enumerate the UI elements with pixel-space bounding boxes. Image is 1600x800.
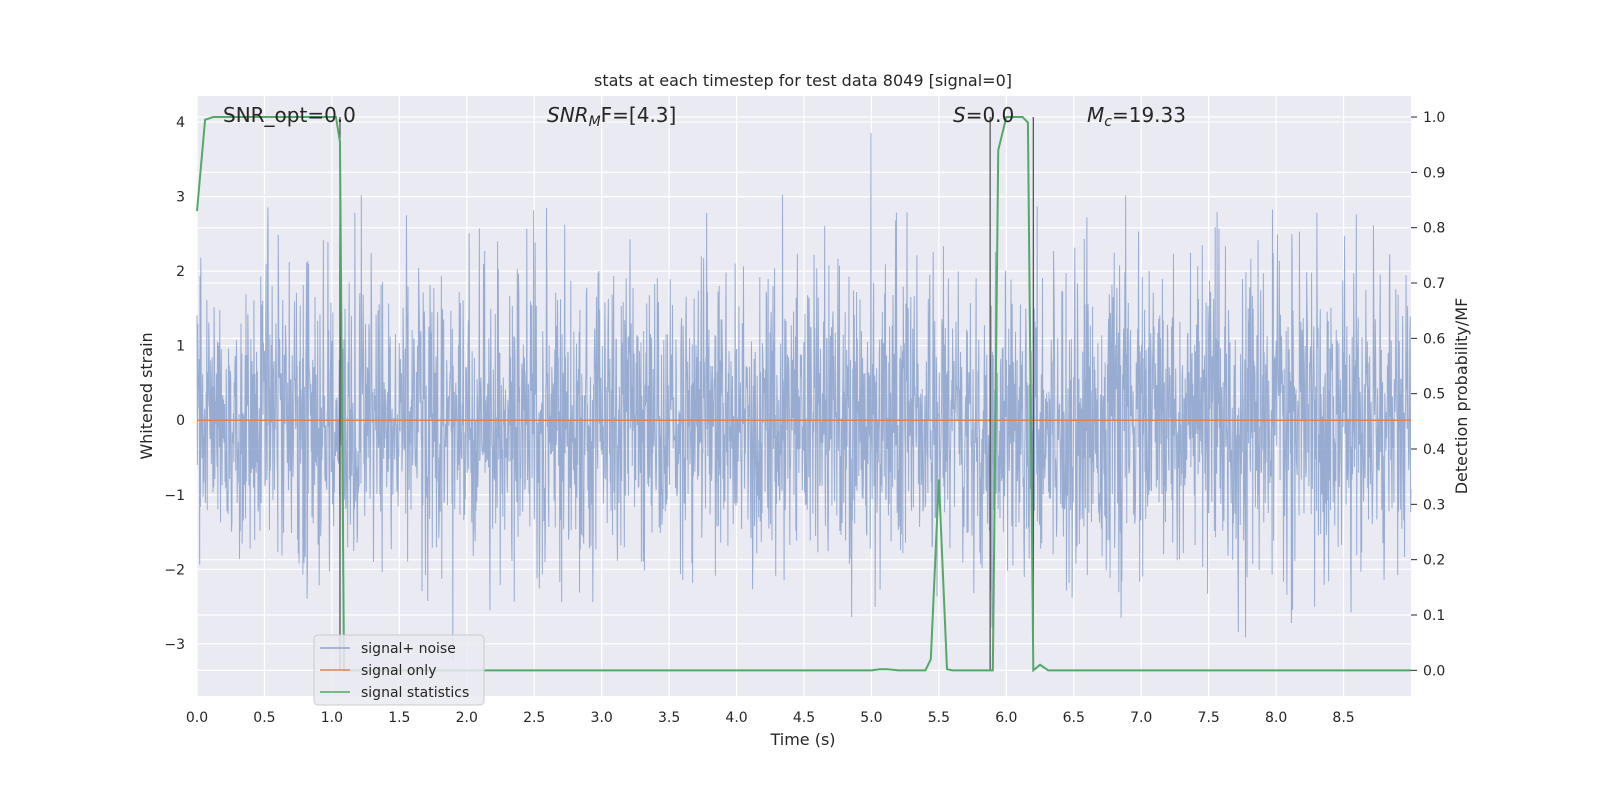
x-tick-label: 8.5 — [1332, 710, 1354, 726]
y2-tick-label: 0.7 — [1423, 276, 1445, 292]
x-tick-label: 3.5 — [658, 710, 680, 726]
x-tick-label: 5.5 — [928, 710, 950, 726]
signal-noise-series — [196, 132, 1412, 660]
x-tick-label: 4.0 — [725, 710, 747, 726]
y2-tick-label: 0.9 — [1423, 165, 1445, 181]
x-tick-label: 6.5 — [1063, 710, 1085, 726]
y-tick-label: 3 — [176, 190, 185, 206]
legend-label-signal-statistics: signal statistics — [361, 685, 469, 701]
annotation-snr-mf: SNRMF=[4.3] — [547, 103, 676, 130]
y-tick-label: −3 — [164, 637, 185, 653]
y2-tick-label: 0.4 — [1423, 442, 1445, 458]
x-axis-ticks: 0.0 0.5 1.0 1.5 2.0 2.5 3.0 3.5 4.0 4.5 5.0 5.5 6.0 6… — [186, 710, 1355, 726]
y2-tick-label: 0.6 — [1423, 331, 1445, 347]
y-tick-label: 0 — [176, 413, 185, 429]
y2-tick-label: 0.5 — [1423, 387, 1445, 403]
x-tick-label: 6.0 — [995, 710, 1017, 726]
legend-label-signal-only: signal only — [361, 663, 436, 679]
x-tick-label: 0.0 — [186, 710, 208, 726]
x-tick-label: 2.5 — [523, 710, 545, 726]
signal-noise-line — [196, 132, 1412, 660]
y2-tick-label: 1.0 — [1423, 110, 1445, 126]
y-tick-label: −1 — [164, 488, 185, 504]
x-tick-label: 2.0 — [456, 710, 478, 726]
legend: signal+ noise signal only signal statist… — [313, 634, 485, 706]
legend-label-signal-noise: signal+ noise — [361, 641, 456, 657]
y2-tick-label: 0.1 — [1423, 608, 1445, 624]
chart-title: stats at each timestep for test data 804… — [594, 71, 1012, 90]
annotation-snr-opt: SNR_opt=0.0 — [223, 103, 356, 127]
legend-box — [313, 634, 485, 706]
x-tick-label: 5.0 — [860, 710, 882, 726]
x-tick-label: 8.0 — [1265, 710, 1287, 726]
right-y-axis-ticks: 1.0 0.9 0.8 0.7 0.6 0.5 0.4 0.3 0.2 0.1 0.0 — [1411, 110, 1445, 679]
x-tick-label: 3.0 — [591, 710, 613, 726]
left-y-axis-ticks: 4 3 2 1 0 −1 −2 −3 — [164, 115, 185, 653]
y-axis-label: Whitened strain — [137, 332, 156, 459]
x-tick-label: 1.5 — [388, 710, 410, 726]
y2-tick-label: 0.3 — [1423, 497, 1445, 513]
annotation-s: S=0.0 — [953, 103, 1014, 127]
y2-tick-label: 0.8 — [1423, 221, 1445, 237]
y-tick-label: 2 — [176, 264, 185, 280]
y2-tick-label: 0.0 — [1423, 663, 1445, 679]
x-tick-label: 4.5 — [793, 710, 815, 726]
x-tick-label: 0.5 — [253, 710, 275, 726]
x-tick-label: 1.0 — [321, 710, 343, 726]
y-tick-label: −2 — [164, 562, 185, 578]
x-tick-label: 7.0 — [1130, 710, 1152, 726]
y2-tick-label: 0.2 — [1423, 553, 1445, 569]
y-tick-label: 1 — [176, 339, 185, 355]
signal-statistics-series — [196, 116, 1411, 673]
y-tick-label: 4 — [176, 115, 185, 131]
x-tick-label: 7.5 — [1198, 710, 1220, 726]
y2-axis-label: Detection probability/MF — [1452, 298, 1471, 495]
x-axis-label: Time (s) — [769, 730, 835, 749]
annotation-mc: Mc=19.33 — [1087, 103, 1186, 130]
signal-statistics-line — [196, 116, 1411, 673]
